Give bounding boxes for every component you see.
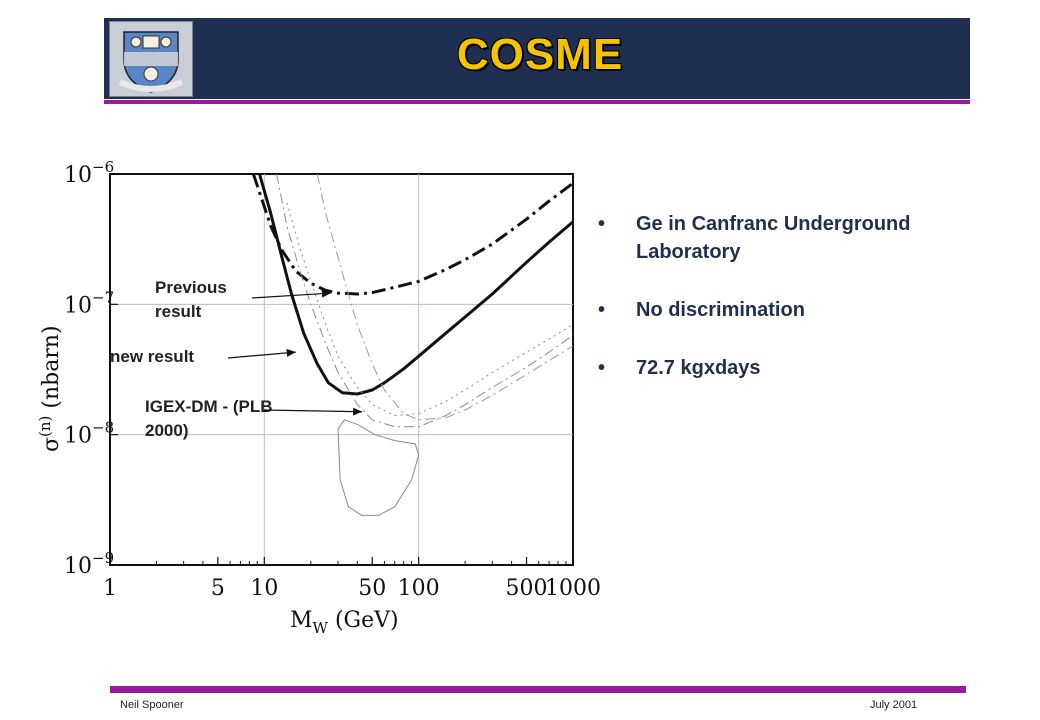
footer-date: July 2001 xyxy=(870,699,918,711)
series-line-2 xyxy=(276,174,573,428)
plot-frame xyxy=(109,173,574,566)
series-line-1 xyxy=(258,174,573,396)
x-tick-label: 500 xyxy=(506,576,548,601)
x-tick-label: 1 xyxy=(103,576,117,601)
y-tick-label: 10−7 xyxy=(64,288,114,318)
y-tick-label: 10−9 xyxy=(64,549,114,579)
y-tick-label: 10−6 xyxy=(64,158,114,188)
x-tick-label: 100 xyxy=(398,576,440,601)
annotation-arrow xyxy=(263,409,363,413)
annotation-arrowhead xyxy=(321,289,331,298)
annotation-arrow xyxy=(251,292,331,299)
x-tick-label: 5 xyxy=(211,576,225,601)
x-tick-label: 50 xyxy=(358,576,386,601)
x-tick-label: 10 xyxy=(250,576,278,601)
header-bar xyxy=(104,18,970,99)
annotation-arrowhead xyxy=(353,407,363,416)
bullet-item: Ge in Canfranc Underground Laboratory xyxy=(596,210,996,266)
annotation-label: new result xyxy=(110,347,194,366)
university-crest-icon xyxy=(109,21,193,97)
bullet-list: Ge in Canfranc Underground Laboratory No… xyxy=(596,210,996,412)
y-axis-label: σ(n) (nbarn) xyxy=(36,325,64,452)
series-line-0 xyxy=(251,174,573,296)
series-line-5 xyxy=(337,419,420,516)
x-axis-label: MW (GeV) xyxy=(290,608,399,637)
bullet-item: No discrimination xyxy=(596,296,996,324)
grid-lines xyxy=(110,174,573,565)
slide-title: COSME xyxy=(456,30,624,79)
y-axis-ticks: 10−6 10−7 10−8 10−9 xyxy=(64,158,118,579)
series-group xyxy=(251,174,573,516)
x-tick-label: 1000 xyxy=(545,576,601,601)
annotations: Previous result new result IGEX-DM - (PLB 20… xyxy=(110,278,363,440)
footer-author: Neil Spooner xyxy=(120,699,184,711)
footer-divider xyxy=(110,686,966,693)
annotation-label: IGEX-DM - (PLB 2000) xyxy=(145,397,273,440)
annotation-arrow xyxy=(227,351,296,359)
series-line-4 xyxy=(316,174,573,421)
y-tick-label: 10−8 xyxy=(64,419,114,449)
annotation-arrowhead xyxy=(286,348,296,357)
header-divider xyxy=(104,100,970,104)
bullet-item: 72.7 kgxdays xyxy=(596,354,996,382)
annotation-label: Previous result xyxy=(155,278,227,321)
series-line-3 xyxy=(286,202,573,417)
